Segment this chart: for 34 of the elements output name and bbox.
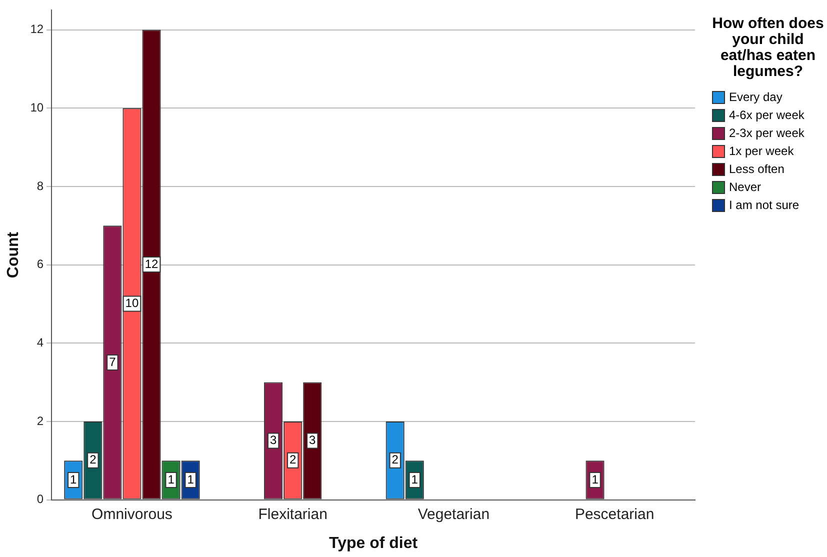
data-label: 2 — [290, 452, 296, 467]
data-label: 2 — [392, 452, 399, 467]
data-label: 1 — [70, 472, 78, 486]
legend-label: I am not sure — [729, 198, 800, 212]
x-tick-label: Flexitarian — [258, 506, 328, 523]
data-label: 2 — [90, 452, 97, 467]
legend-label: 4-6x per week — [729, 108, 804, 122]
data-label: 7 — [109, 354, 116, 369]
data-label: 10 — [125, 296, 139, 310]
x-tick-label: Omnivorous — [92, 506, 172, 523]
legend-label: Less often — [729, 162, 784, 176]
data-label: 3 — [270, 433, 277, 448]
data-label: 12 — [144, 256, 159, 271]
x-axis-title: Type of diet — [328, 534, 418, 552]
legend-title: How often does your child eat/has eaten legumes? — [712, 15, 824, 80]
y-tick-label: 8 — [36, 178, 44, 193]
data-label: 1 — [592, 472, 599, 486]
y-tick-label: 4 — [36, 335, 44, 350]
data-label: 1 — [168, 472, 175, 486]
y-tick-label: 2 — [36, 414, 44, 428]
legend-label: Every day — [729, 90, 782, 104]
y-tick-label: 10 — [30, 100, 44, 114]
y-tick-label: 6 — [36, 257, 44, 272]
y-tick-label: 12 — [30, 22, 44, 36]
data-label: 1 — [411, 472, 418, 486]
data-label: 3 — [309, 433, 316, 448]
y-axis-title: Count — [5, 231, 22, 278]
x-tick-label: Vegetarian — [418, 506, 490, 523]
data-label: 1 — [187, 472, 194, 486]
legend-label: 2-3x per week — [729, 126, 804, 140]
legend-label: Never — [729, 180, 762, 194]
x-tick-label: Pescetarian — [574, 506, 654, 523]
legend-label: 1x per week — [729, 144, 794, 158]
y-tick-label: 0 — [36, 492, 44, 506]
